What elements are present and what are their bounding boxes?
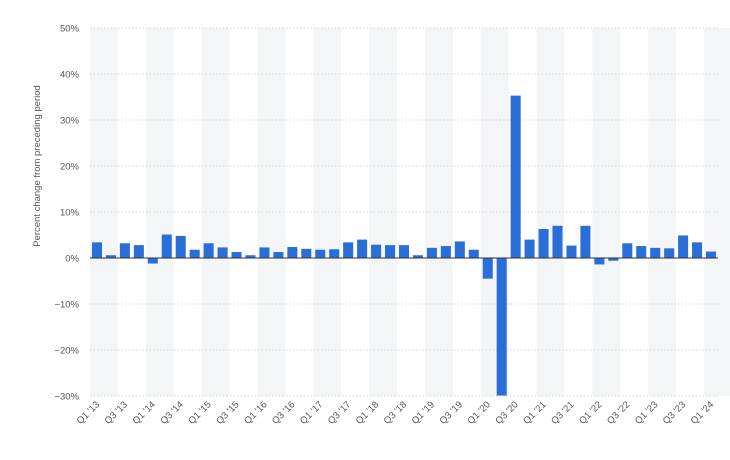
x-tick-label: Q3 '19 (438, 399, 465, 426)
x-tick-label: Q3 '18 (382, 399, 409, 426)
x-axis-ticks: Q1 '13 Q3 '13 Q1 '14 Q3 '14 Q1 '15 Q3 '15 Q1 '… (75, 399, 716, 426)
bar (315, 249, 326, 258)
y-tick-label: 40% (60, 70, 80, 81)
bar (594, 258, 605, 265)
y-tick-label: −10% (54, 300, 79, 311)
y-axis-label: Percent change from preceding period (32, 85, 43, 247)
x-tick-label: Q3 '17 (326, 399, 353, 426)
bar (412, 255, 423, 258)
x-tick-label: Q1 '16 (242, 399, 269, 426)
bar (482, 258, 493, 279)
bars (91, 95, 717, 396)
bar (329, 249, 340, 258)
bar (175, 235, 186, 258)
bar (538, 229, 549, 258)
x-tick-label: Q3 '15 (214, 399, 241, 426)
bar (371, 244, 382, 258)
bar (245, 255, 256, 258)
x-tick-label: Q3 '16 (270, 399, 297, 426)
y-tick-label: 20% (60, 162, 80, 173)
y-axis-ticks: 50% 40% 30% 20% 10% 0% −10% −20% −30% (54, 24, 79, 403)
x-tick-label: Q3 '21 (549, 399, 576, 426)
bar (189, 249, 200, 258)
bar (664, 248, 675, 258)
bar (301, 248, 312, 258)
x-tick-label: Q1 '20 (465, 399, 492, 426)
x-tick-label: Q1 '21 (521, 399, 548, 426)
bar (636, 246, 647, 258)
y-tick-label: 0% (65, 254, 79, 265)
x-tick-label: Q3 '23 (661, 399, 688, 426)
x-tick-label: Q1 '14 (131, 399, 158, 426)
bar (468, 249, 479, 258)
bar (91, 242, 103, 258)
bar (133, 245, 144, 258)
x-tick-label: Q1 '13 (75, 399, 102, 426)
bar (231, 252, 242, 258)
x-tick-label: Q1 '23 (633, 399, 660, 426)
x-tick-label: Q1 '17 (298, 399, 325, 426)
background-band (424, 28, 453, 396)
x-tick-label: Q3 '20 (493, 399, 520, 426)
bar (580, 225, 591, 258)
x-tick-label: Q1 '15 (186, 399, 213, 426)
background-band (369, 28, 398, 396)
bar (161, 234, 172, 258)
y-tick-label: −30% (54, 392, 79, 403)
bar (203, 243, 214, 258)
x-tick-label: Q1 '22 (577, 399, 604, 426)
bar (343, 242, 354, 258)
x-tick-label: Q1 '19 (410, 399, 437, 426)
bar (705, 251, 717, 258)
background-band (313, 28, 342, 396)
bar (105, 255, 116, 258)
bar (552, 225, 563, 258)
x-tick-label: Q1 '24 (689, 399, 716, 426)
bar (147, 258, 158, 264)
bar (650, 247, 661, 258)
x-tick-label: Q3 '13 (103, 399, 130, 426)
bar (678, 235, 689, 258)
bar (357, 239, 368, 258)
bar (440, 246, 451, 258)
bar (622, 243, 633, 258)
x-tick-label: Q3 '14 (158, 399, 185, 426)
y-tick-label: 30% (60, 116, 80, 127)
bar (454, 241, 465, 258)
bar (692, 242, 703, 258)
bar (426, 247, 437, 258)
bar (217, 247, 228, 258)
bar (273, 252, 284, 258)
x-tick-label: Q3 '22 (605, 399, 632, 426)
bar (385, 245, 396, 258)
bar (287, 246, 298, 258)
y-tick-label: 10% (60, 208, 80, 219)
bar (608, 258, 619, 261)
bar (566, 245, 577, 258)
y-tick-label: −20% (54, 346, 79, 357)
bar (119, 243, 130, 258)
bar (510, 95, 521, 259)
bar (259, 247, 270, 258)
bar (524, 239, 535, 258)
bar (398, 245, 410, 258)
y-tick-label: 50% (60, 24, 80, 35)
x-tick-label: Q1 '18 (354, 399, 381, 426)
bar (496, 258, 507, 396)
gridlines (90, 27, 718, 397)
